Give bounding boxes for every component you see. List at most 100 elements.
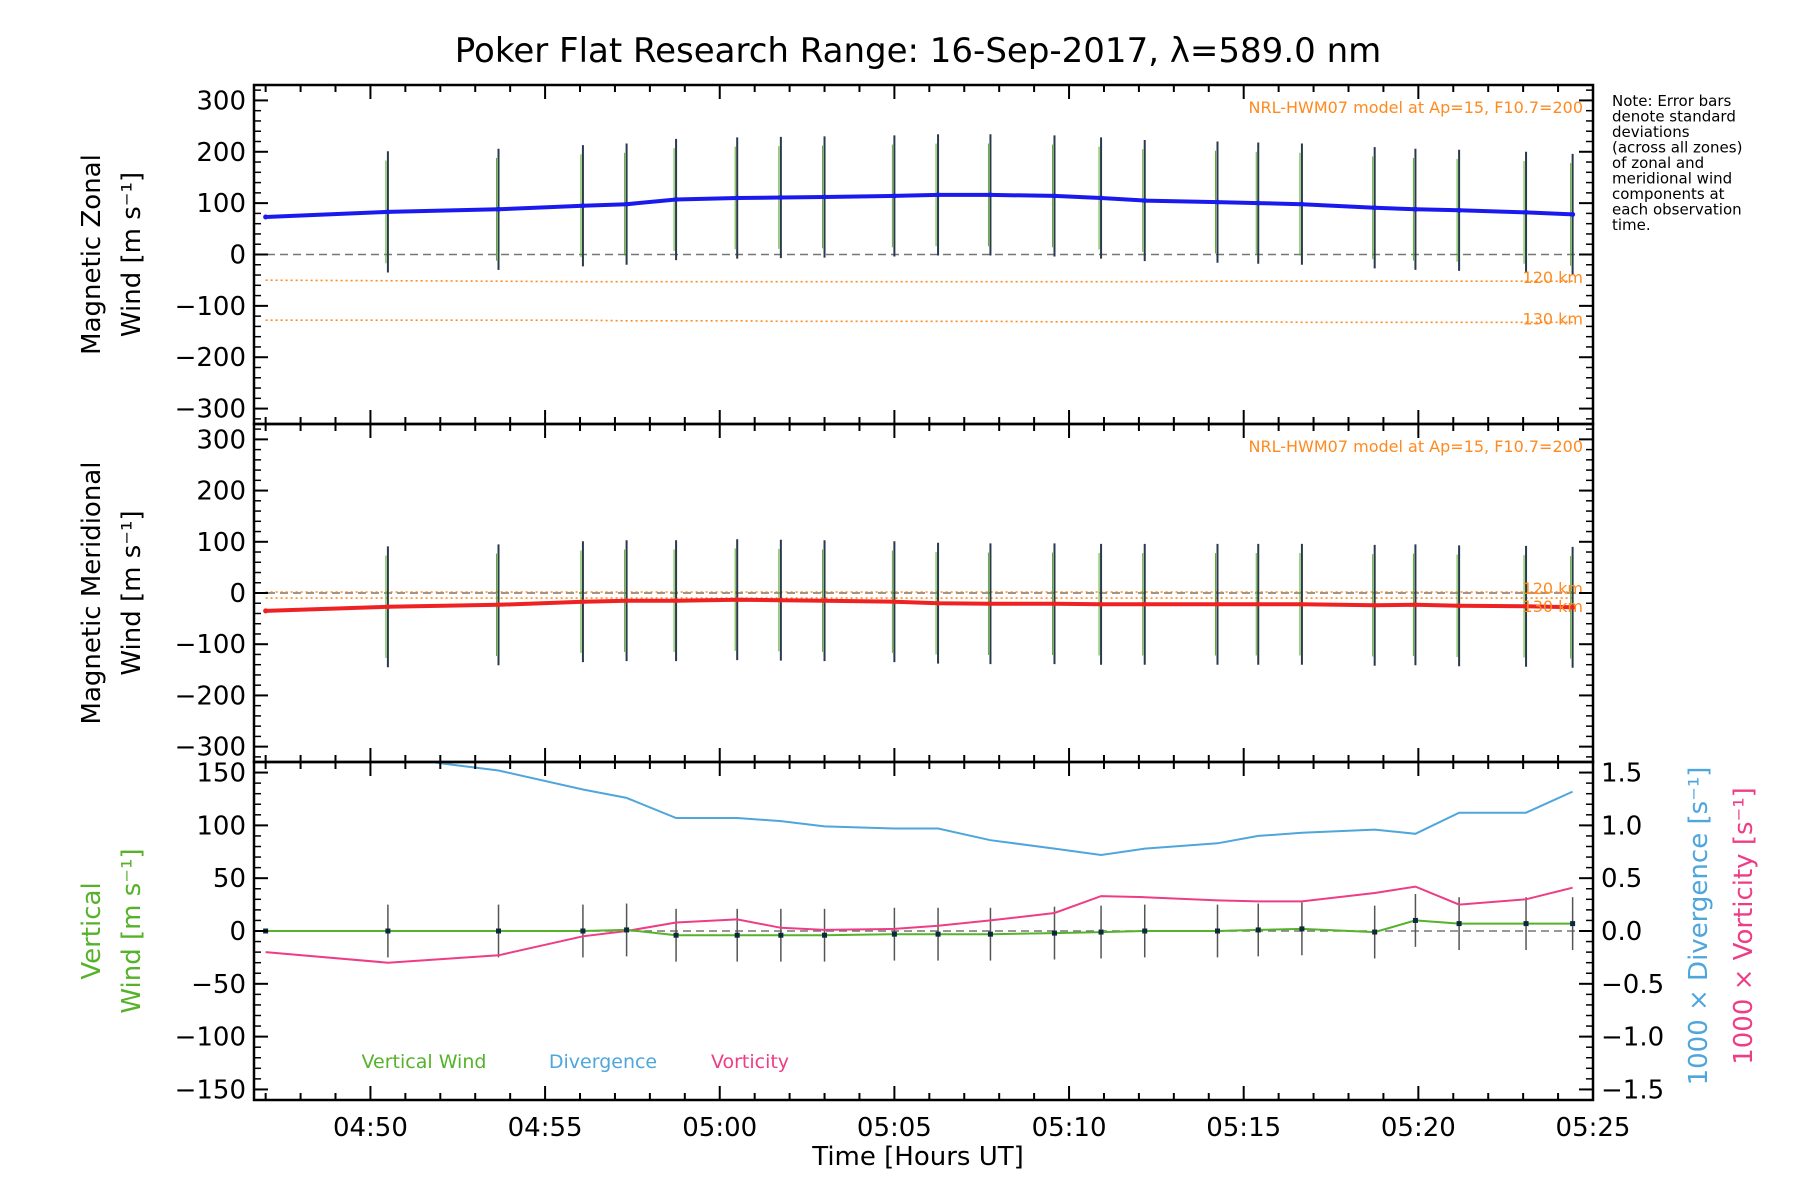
y-tick-label: 300	[196, 86, 246, 116]
alt-label-130km: 130 km	[1523, 597, 1583, 616]
data-point	[935, 192, 941, 198]
data-point	[734, 932, 740, 938]
note-line: denote standard	[1612, 108, 1736, 126]
data-point	[1051, 930, 1057, 936]
model-label: NRL-HWM07 model at Ap=15, F10.7=200	[1249, 98, 1583, 117]
data-point	[891, 599, 897, 605]
y2-axis-label-divergence: 1000 × Divergence [s⁻¹]	[1684, 767, 1714, 1086]
data-point	[1051, 193, 1057, 199]
y2-tick-label: −0.5	[1601, 970, 1664, 1000]
alt-label-120km: 120 km	[1523, 268, 1583, 287]
y2-tick-label: 1.0	[1601, 811, 1642, 841]
data-point	[385, 928, 391, 934]
data-point	[1142, 601, 1148, 607]
data-point	[1142, 928, 1148, 934]
legend-item: Vorticity	[711, 1051, 789, 1073]
note-line: components at	[1612, 185, 1725, 203]
data-point	[987, 601, 993, 607]
data-point	[1299, 601, 1305, 607]
data-point	[1299, 201, 1305, 207]
data-point	[496, 206, 502, 212]
data-point	[263, 214, 269, 220]
panel-zonal: NRL-HWM07 model at Ap=15, F10.7=200 120 k…	[77, 83, 1595, 426]
x-tick-label: 04:55	[508, 1113, 583, 1143]
alt-label-120km: 120 km	[1523, 579, 1583, 598]
y2-tick-label: −1.0	[1601, 1023, 1664, 1053]
note-line: Note: Error bars	[1612, 92, 1732, 110]
data-point	[1372, 602, 1378, 608]
data-point	[987, 192, 993, 198]
data-point	[734, 597, 740, 603]
y-tick-label: −200	[175, 681, 246, 711]
data-point	[1372, 205, 1378, 211]
data-point	[1523, 603, 1529, 609]
data-point	[822, 598, 828, 604]
data-point	[624, 201, 630, 207]
x-tick-label: 05:20	[1381, 1113, 1456, 1143]
data-point	[935, 600, 941, 606]
y2-tick-label: 1.5	[1601, 759, 1642, 789]
panel-meridional: NRL-HWM07 model at Ap=15, F10.7=200 120 k…	[77, 422, 1595, 764]
data-point	[1570, 604, 1576, 610]
data-point	[891, 931, 897, 937]
data-point	[673, 932, 679, 938]
y-tick-label: 200	[196, 477, 246, 507]
y-axis-label: Vertical	[77, 882, 107, 979]
y-tick-label: 0	[229, 579, 246, 609]
data-point	[580, 928, 586, 934]
y-axis-label-units: Wind [m s⁻¹]	[117, 848, 147, 1013]
y-axis-label-units: Wind [m s⁻¹]	[117, 510, 147, 675]
data-point	[778, 932, 784, 938]
data-point	[673, 197, 679, 203]
divergence-line	[422, 762, 1574, 857]
x-tick-label: 05:10	[1032, 1113, 1107, 1143]
y2-axis-label-vorticity: 1000 × Vorticity [s⁻¹]	[1729, 787, 1759, 1065]
chart-title: Poker Flat Research Range: 16-Sep-2017, …	[455, 31, 1381, 71]
y-tick-label: −300	[175, 395, 246, 425]
data-point	[1214, 928, 1220, 934]
data-point	[1570, 921, 1576, 927]
y-tick-label: 300	[196, 425, 246, 455]
data-point	[891, 193, 897, 199]
data-point	[1098, 195, 1104, 201]
panel-vertical: Vertical Wind Divergence Vorticity 150 100 50…	[77, 759, 1759, 1106]
model-line-130km	[265, 319, 1573, 324]
note-line: (across all zones)	[1612, 139, 1742, 157]
y-tick-label: 100	[196, 189, 246, 219]
data-point	[1214, 601, 1220, 607]
data-point	[734, 195, 740, 201]
data-point	[1255, 200, 1261, 206]
data-point	[1456, 207, 1462, 213]
data-point	[1412, 917, 1418, 923]
y-tick-label: −100	[175, 292, 246, 322]
note-line: time.	[1612, 216, 1651, 234]
y-tick-label: 200	[196, 138, 246, 168]
y-tick-label: −200	[175, 343, 246, 373]
y-tick-label: −50	[191, 970, 246, 1000]
data-point	[385, 604, 391, 610]
data-point	[580, 599, 586, 605]
note-line: each observation	[1612, 201, 1742, 219]
data-point	[496, 928, 502, 934]
y-tick-label: 100	[196, 811, 246, 841]
data-point	[1570, 211, 1576, 217]
data-point	[1456, 603, 1462, 609]
y-tick-label: −100	[175, 630, 246, 660]
data-point	[1214, 199, 1220, 205]
data-point	[673, 598, 679, 604]
note-line: meridional wind	[1612, 170, 1732, 188]
y-tick-label: 0	[229, 241, 246, 271]
model-line-120km	[265, 279, 1573, 283]
alt-label-130km: 130 km	[1523, 309, 1583, 328]
y2-tick-label: 0.5	[1601, 864, 1642, 894]
model-label: NRL-HWM07 model at Ap=15, F10.7=200	[1249, 437, 1583, 456]
data-point	[778, 194, 784, 200]
data-point	[385, 209, 391, 215]
data-point	[1523, 921, 1529, 927]
data-layer	[254, 539, 1593, 668]
y2-tick-label: −1.5	[1601, 1075, 1664, 1105]
legend-item: Vertical Wind	[362, 1051, 487, 1073]
y-axis-label: Magnetic Zonal	[77, 154, 107, 355]
data-point	[1456, 921, 1462, 927]
y-tick-label: 100	[196, 528, 246, 558]
